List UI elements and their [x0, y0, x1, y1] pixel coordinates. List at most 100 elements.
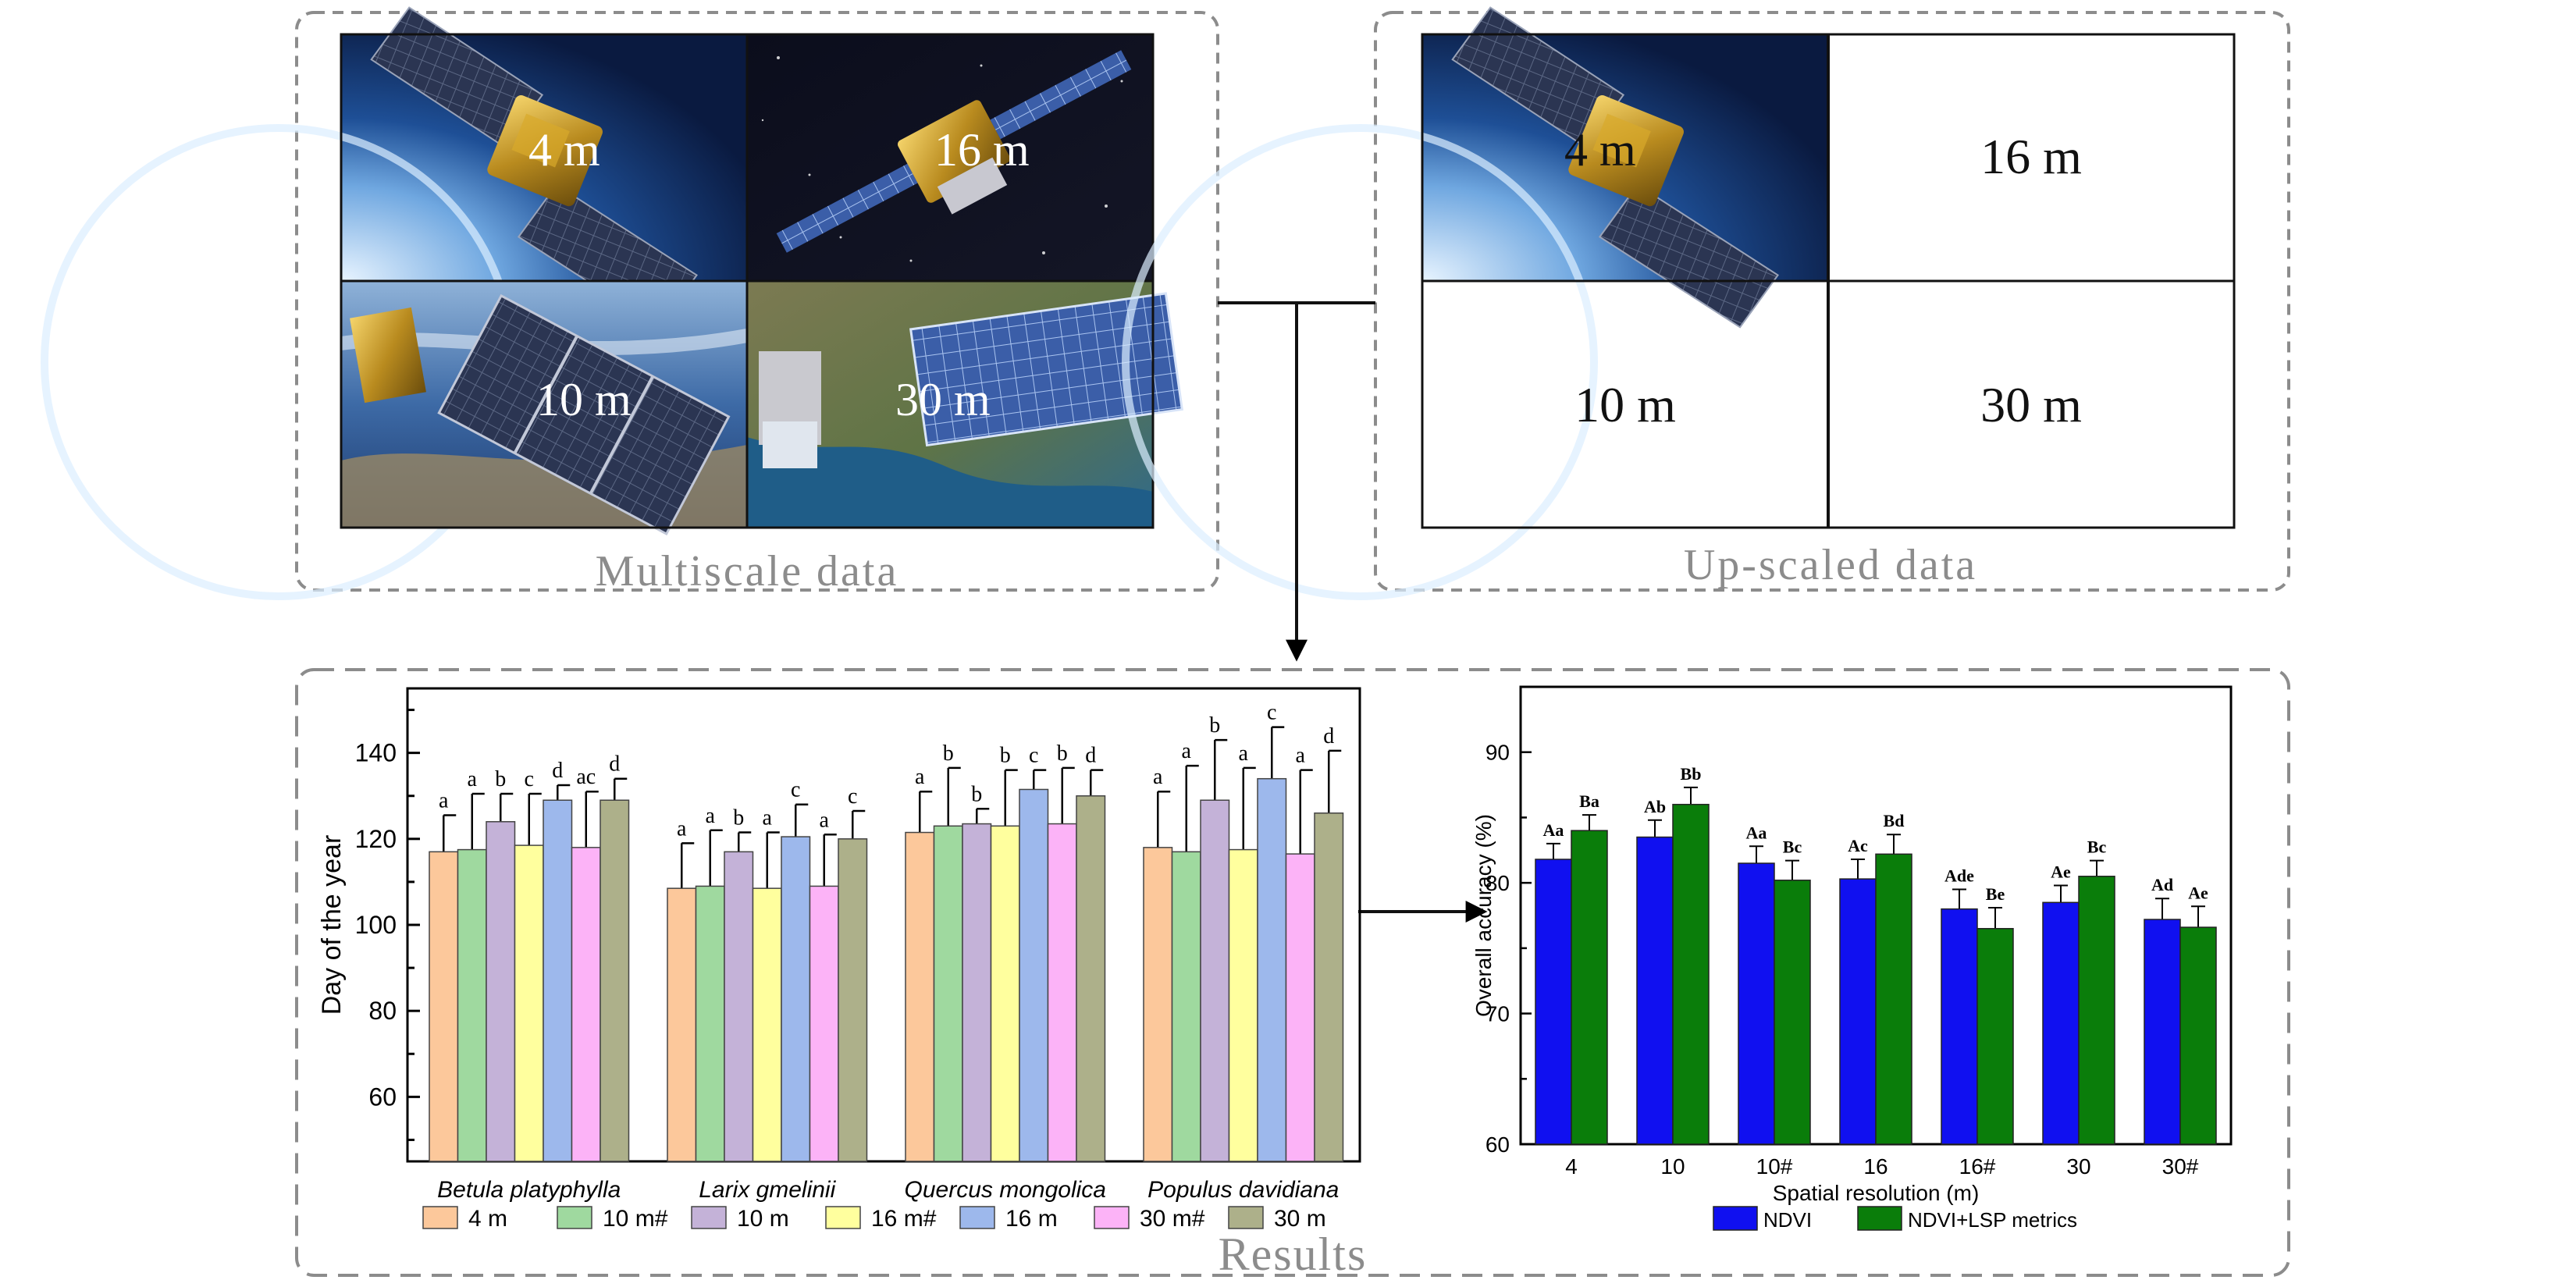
tile-label: 10 m — [1574, 377, 1676, 432]
upscaled-tile-4m: 4 m — [1126, 2, 1831, 596]
legend-label: 16 m — [1005, 1206, 1058, 1232]
bar — [1738, 862, 1775, 1145]
y-tick-label: 90 — [1485, 741, 1510, 765]
x-axis-title: Spatial resolution (m) — [1773, 1181, 1980, 1205]
significance-letter: c — [848, 784, 857, 809]
bar — [724, 851, 754, 1162]
accuracy-bar-chart: 60 70 80 90 Overall accuracy (%) Aa Ba 4 Ab Bb 10 A… — [1471, 685, 2233, 1232]
bar — [1200, 799, 1230, 1162]
bar — [781, 836, 811, 1162]
tile-label: 10 m — [536, 374, 632, 425]
significance-letter: b — [1057, 741, 1068, 766]
upscaled-grid-lines — [1421, 33, 2236, 529]
significance-letter: b — [495, 767, 506, 791]
significance-letter: Ade — [1944, 866, 1974, 886]
bar — [543, 799, 573, 1162]
significance-letter: d — [609, 752, 620, 777]
significance-letter: a — [468, 767, 478, 791]
y-tick-label: 100 — [355, 911, 397, 939]
bar — [1839, 878, 1877, 1145]
bar — [1875, 853, 1912, 1145]
multiscale-grid-lines — [340, 33, 1155, 529]
bar — [990, 825, 1020, 1162]
y-tick-label: 80 — [368, 997, 397, 1025]
multiscale-caption: Multiscale data — [596, 547, 899, 596]
significance-letter: a — [439, 789, 449, 813]
significance-letter: Ae — [2051, 862, 2071, 881]
multiscale-tile-4m: 4 m — [44, 2, 749, 596]
tile-label: 16 m — [1980, 129, 2082, 184]
significance-letter: b — [733, 806, 744, 830]
significance-letter: Ab — [1644, 797, 1666, 816]
bar — [486, 821, 516, 1162]
tile-label: 16 m — [934, 124, 1030, 176]
multiscale-tile-16m: 16 m — [747, 28, 1153, 292]
x-category-label: Populus davidiana — [1147, 1177, 1339, 1203]
bar — [1571, 830, 1608, 1145]
bar — [667, 887, 697, 1162]
multiscale-tile-30m: 30 m — [745, 279, 1183, 529]
legend-swatch — [422, 1206, 458, 1229]
bar — [1019, 788, 1049, 1162]
x-category-label: Betula platyphylla — [437, 1177, 621, 1203]
bar — [1774, 880, 1811, 1145]
significance-letter: Be — [1986, 884, 2005, 904]
significance-letter: c — [1267, 701, 1276, 725]
bar — [838, 838, 868, 1162]
significance-letter: Ac — [1848, 836, 1868, 855]
bar — [2078, 876, 2115, 1145]
significance-letter: Ad — [2151, 875, 2173, 894]
legend-swatch — [1094, 1206, 1130, 1229]
flow-connector — [1218, 301, 1488, 923]
legend-swatch — [691, 1206, 727, 1229]
bar — [457, 848, 487, 1162]
upscaled-panel-border — [1374, 11, 2290, 592]
significance-letter: b — [943, 741, 954, 766]
bar — [905, 831, 935, 1162]
bar — [1976, 927, 2014, 1145]
upscaled-tile-10m: 10 m — [1574, 377, 1676, 432]
tile-label: 30 m — [1980, 377, 2082, 432]
results-caption: Results — [1219, 1228, 1368, 1280]
significance-letter: Bd — [1884, 811, 1905, 830]
legend-label: NDVI+LSP metrics — [1908, 1208, 2077, 1232]
significance-letter: b — [1000, 744, 1011, 768]
bar — [1314, 812, 1344, 1162]
upscaled-tile-30m: 30 m — [1980, 377, 2082, 432]
x-tick-label: 30 — [2066, 1154, 2090, 1179]
legend-label: 16 m# — [871, 1206, 937, 1232]
y-tick-label: 140 — [355, 739, 397, 767]
upscaled-caption: Up-scaled data — [1684, 541, 1977, 589]
y-tick-label: 60 — [368, 1083, 397, 1111]
significance-letter: c — [1029, 744, 1038, 768]
bar — [1076, 795, 1106, 1162]
bar — [1285, 853, 1315, 1162]
bar — [1171, 851, 1201, 1162]
tile-label: 4 m — [1564, 124, 1636, 176]
bar — [1143, 847, 1173, 1162]
significance-letter: Bc — [2087, 837, 2107, 857]
bar — [695, 885, 725, 1162]
bar — [514, 844, 544, 1162]
bar — [1257, 777, 1287, 1162]
bar — [1941, 908, 1978, 1145]
bar — [809, 885, 839, 1162]
significance-letter: b — [1209, 713, 1220, 738]
tile-label: 30 m — [895, 374, 991, 425]
significance-letter: a — [915, 765, 925, 789]
significance-letter: d — [1085, 744, 1096, 768]
significance-letter: Bc — [1783, 837, 1802, 857]
upscaled-tile-16m: 16 m — [1980, 129, 2082, 184]
significance-letter: b — [971, 782, 982, 806]
significance-letter: a — [763, 806, 773, 830]
legend-swatch — [557, 1206, 592, 1229]
x-tick-label: 16 — [1863, 1154, 1888, 1179]
bar — [2179, 926, 2217, 1145]
x-tick-label: 10 — [1660, 1154, 1685, 1179]
significance-letter: c — [791, 778, 800, 802]
bar — [1672, 803, 1710, 1145]
bar — [571, 847, 601, 1162]
bar — [933, 825, 963, 1162]
y-tick-label: 60 — [1485, 1132, 1510, 1157]
